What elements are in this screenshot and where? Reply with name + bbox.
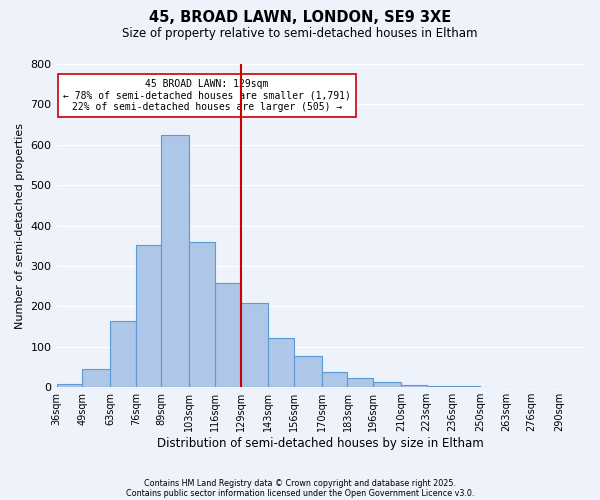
Bar (401, 385, 427, 387)
Bar (294, 356, 322, 387)
Bar (427, 386, 452, 387)
Bar (373, 382, 401, 387)
Bar (215, 283, 241, 387)
Bar (136, 245, 161, 387)
Bar (241, 303, 268, 387)
Text: 45, BROAD LAWN, LONDON, SE9 3XE: 45, BROAD LAWN, LONDON, SE9 3XE (149, 10, 451, 25)
Y-axis label: Number of semi-detached properties: Number of semi-detached properties (15, 122, 25, 328)
Bar (110, 320, 136, 387)
X-axis label: Distribution of semi-detached houses by size in Eltham: Distribution of semi-detached houses by … (157, 437, 484, 450)
Bar (189, 242, 215, 387)
Text: Contains public sector information licensed under the Open Government Licence v3: Contains public sector information licen… (126, 488, 474, 498)
Bar (452, 386, 480, 387)
Bar (268, 338, 294, 387)
Bar (322, 372, 347, 387)
Bar (56, 384, 82, 387)
Bar (82, 370, 110, 387)
Text: 45 BROAD LAWN: 129sqm
← 78% of semi-detached houses are smaller (1,791)
22% of s: 45 BROAD LAWN: 129sqm ← 78% of semi-deta… (63, 78, 351, 112)
Text: Contains HM Land Registry data © Crown copyright and database right 2025.: Contains HM Land Registry data © Crown c… (144, 478, 456, 488)
Text: Size of property relative to semi-detached houses in Eltham: Size of property relative to semi-detach… (122, 28, 478, 40)
Bar (347, 378, 373, 387)
Bar (161, 134, 189, 387)
